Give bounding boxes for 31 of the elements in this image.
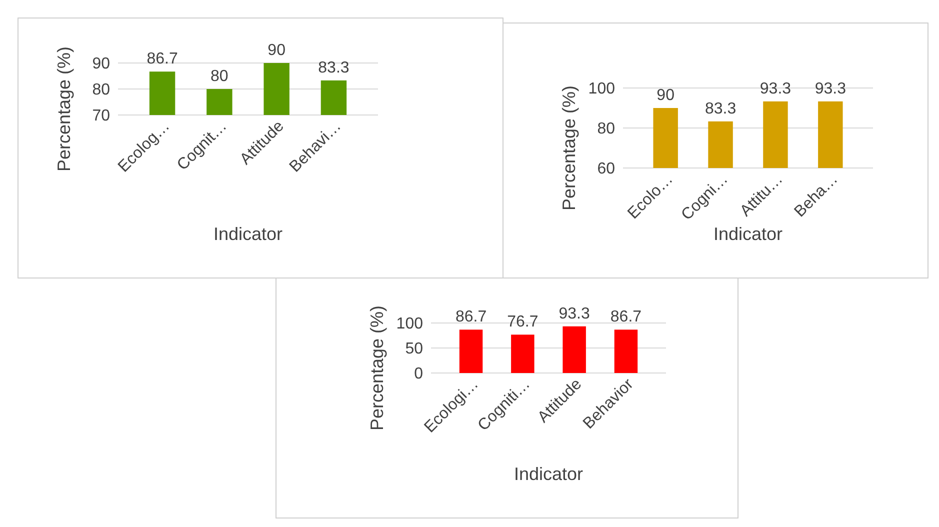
data-label: 86.7 [455, 308, 487, 326]
x-axis-title: Indicator [713, 224, 783, 244]
y-axis-title: Percentage (%) [54, 46, 74, 172]
data-label: 93.3 [558, 305, 590, 322]
x-axis-title: Indicator [514, 464, 584, 484]
y-tick-label: 70 [92, 108, 110, 125]
data-label: 86.7 [610, 308, 642, 326]
y-tick-label: 90 [92, 56, 110, 73]
bar [459, 330, 483, 373]
data-label: 76.7 [507, 314, 538, 331]
data-label: 90 [656, 87, 675, 104]
y-tick-label: 50 [405, 340, 424, 358]
data-label: 93.3 [814, 80, 846, 98]
y-tick-label: 80 [92, 82, 110, 99]
data-label: 83.3 [704, 100, 736, 118]
bar [614, 330, 638, 373]
data-label: 80 [210, 68, 228, 85]
data-label: 86.7 [146, 50, 178, 68]
data-label: 83.3 [318, 59, 350, 76]
y-tick-label: 80 [597, 120, 616, 138]
y-tick-label: 100 [396, 316, 424, 333]
y-tick-label: 100 [588, 80, 616, 98]
y-axis-title: Percentage (%) [367, 305, 387, 431]
bar [562, 326, 586, 373]
bar [511, 334, 534, 373]
y-tick-label: 0 [414, 366, 424, 383]
y-axis-title: Percentage (%) [559, 85, 579, 211]
x-axis-title: Indicator [213, 224, 283, 244]
data-label: 90 [268, 42, 286, 59]
data-label: 93.3 [760, 80, 792, 98]
y-tick-label: 60 [597, 160, 616, 178]
